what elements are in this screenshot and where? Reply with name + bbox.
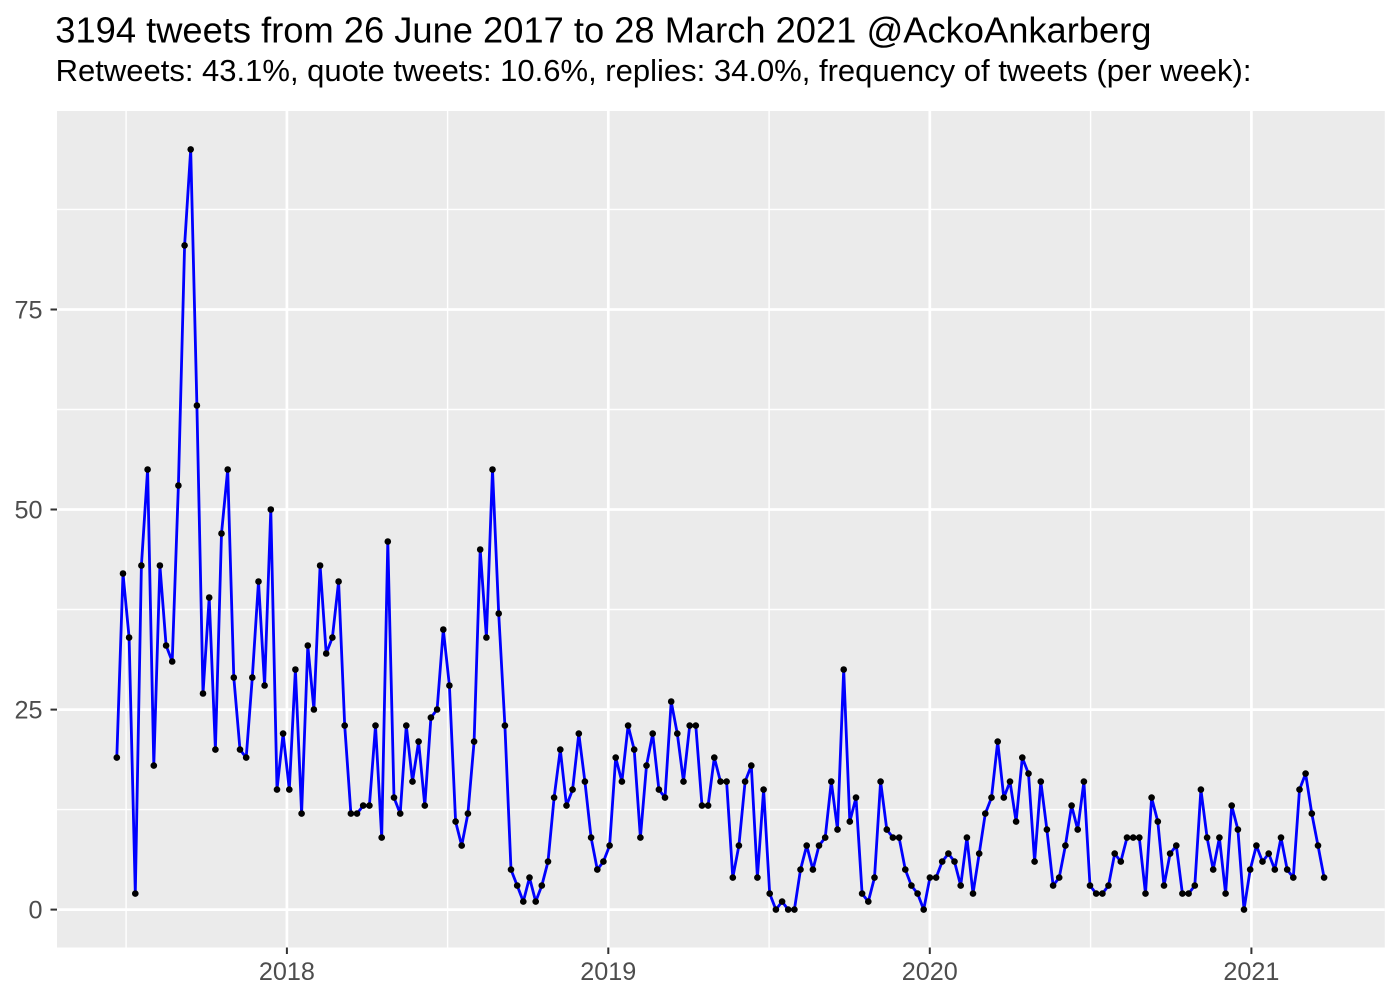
- svg-text:2019: 2019: [580, 958, 636, 986]
- svg-text:2018: 2018: [259, 958, 315, 986]
- svg-text:2020: 2020: [902, 958, 958, 986]
- svg-text:3194 tweets from 26 June 2017: 3194 tweets from 26 June 2017 to 28 Marc…: [55, 9, 1151, 50]
- svg-text:2021: 2021: [1223, 958, 1279, 986]
- svg-text:0: 0: [28, 897, 42, 925]
- svg-text:50: 50: [14, 497, 42, 525]
- svg-text:25: 25: [14, 697, 42, 725]
- svg-text:75: 75: [14, 297, 42, 325]
- svg-text:Retweets: 43.1%, quote tweets:: Retweets: 43.1%, quote tweets: 10.6%, re…: [56, 53, 1252, 88]
